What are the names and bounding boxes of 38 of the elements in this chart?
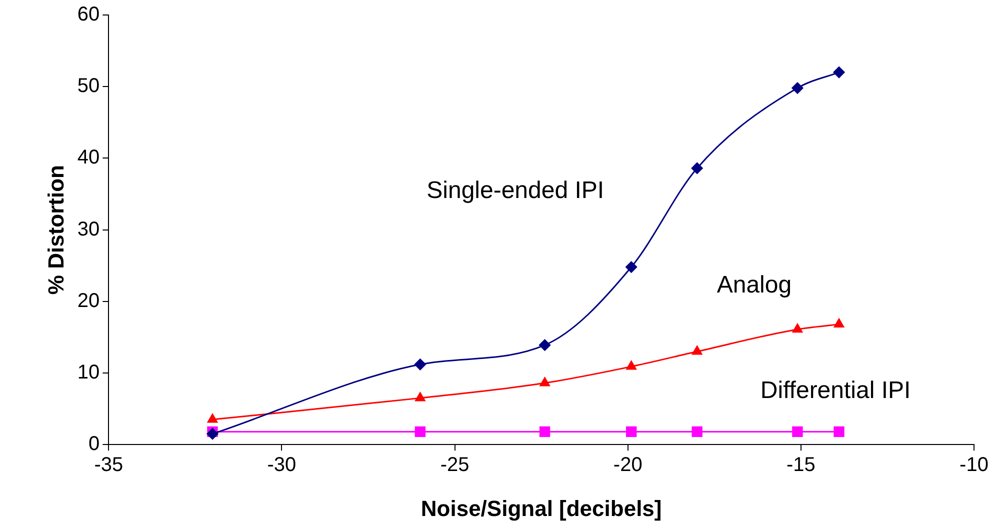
y-tick-label: 30 [77, 218, 100, 240]
point [626, 426, 637, 438]
point [833, 66, 845, 78]
point [626, 261, 638, 273]
y-tick-label: 0 [88, 433, 100, 456]
point [792, 324, 803, 333]
point [414, 358, 426, 370]
text: Single-ended IPI [426, 176, 604, 204]
point [692, 346, 702, 355]
point [792, 426, 803, 438]
point [834, 318, 844, 328]
point [626, 360, 636, 370]
x-axis-title: Noise/Signal [decibels] [420, 496, 662, 521]
point [415, 392, 426, 402]
x-tick-label: -20 [613, 454, 642, 476]
y-tick-label: 20 [77, 290, 100, 312]
point [414, 426, 426, 438]
point [834, 426, 844, 438]
point [207, 414, 218, 423]
y-tick-label: 40 [77, 146, 100, 169]
series-label: Differential IPI [760, 376, 911, 404]
y-tick-label: 60 [77, 4, 100, 26]
y-tick-label: 50 [77, 75, 100, 98]
point [691, 162, 703, 174]
x-tick-label: -10 [960, 454, 988, 476]
point [206, 428, 218, 440]
series-label: Analog [716, 271, 792, 298]
point [792, 82, 804, 94]
x-tick-label: -15 [786, 454, 816, 476]
point [540, 377, 550, 386]
y-axis-title: % Distortion [43, 165, 68, 295]
point [539, 339, 551, 351]
y-tick-label: 10 [77, 362, 100, 384]
x-tick-label: -25 [440, 454, 470, 476]
point [539, 426, 550, 438]
x-tick-label: -35 [94, 454, 124, 476]
point [692, 426, 702, 438]
x-tick-label: -30 [267, 454, 296, 476]
